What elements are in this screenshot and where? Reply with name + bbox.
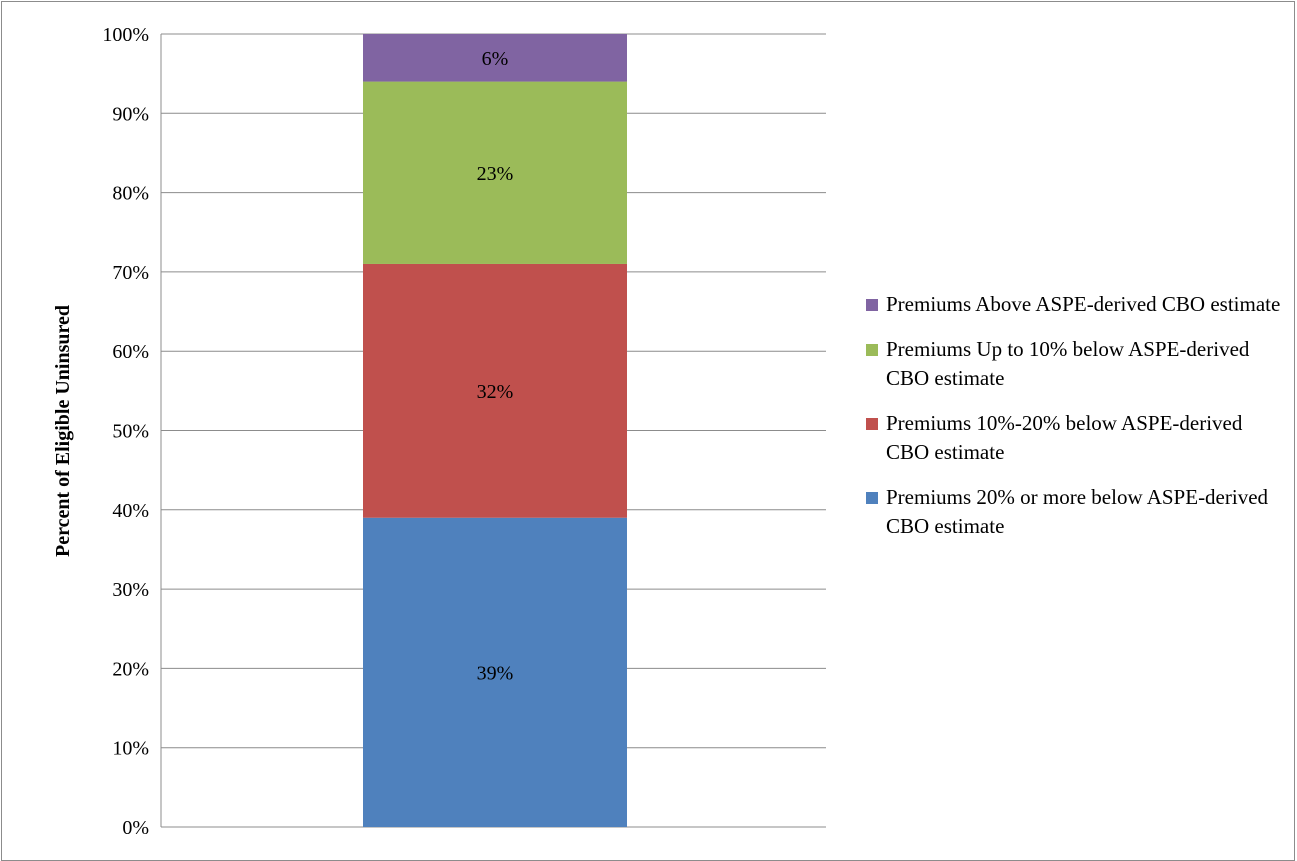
legend-swatch <box>866 299 878 311</box>
bar-segments <box>363 34 627 827</box>
legend-item: Premiums 20% or more below ASPE-derived … <box>866 483 1286 541</box>
bar-segment <box>363 517 627 827</box>
legend-label: Premiums 20% or more below ASPE-derived … <box>886 485 1269 538</box>
legend-swatch <box>866 492 878 504</box>
y-tick-label: 40% <box>112 500 149 522</box>
y-tick-label: 100% <box>102 24 149 46</box>
y-tick-labels: 0% 10% 20% 30% 40% 50% 60% 70% 80% 90% 100% <box>102 24 149 839</box>
legend-item: Premiums 10%-20% below ASPE-derived CBO … <box>866 409 1286 467</box>
y-tick-label: 90% <box>112 103 149 125</box>
y-axis-label: Percent of Eligible Uninsured <box>52 305 74 557</box>
y-tick-label: 80% <box>112 183 149 205</box>
data-label: 32% <box>477 381 514 403</box>
legend: Premiums Above ASPE-derived CBO estimate… <box>866 290 1286 557</box>
legend-label: Premiums 10%-20% below ASPE-derived CBO … <box>886 411 1243 464</box>
y-tick-label: 70% <box>112 262 149 284</box>
y-tick-label: 50% <box>112 421 149 443</box>
data-label: 6% <box>482 48 509 70</box>
gridlines <box>160 33 826 828</box>
data-label: 39% <box>477 662 514 684</box>
legend-swatch <box>866 418 878 430</box>
bar-segment <box>363 81 627 264</box>
legend-label: Premiums Above ASPE-derived CBO estimate <box>886 292 1281 316</box>
y-tick-label: 0% <box>122 817 149 839</box>
y-tick-label: 30% <box>112 579 149 601</box>
legend-swatch <box>866 344 878 356</box>
y-tick-label: 20% <box>112 658 149 680</box>
y-tick-label: 10% <box>112 738 149 760</box>
y-tick-label: 60% <box>112 341 149 363</box>
legend-item: Premiums Above ASPE-derived CBO estimate <box>866 290 1286 319</box>
bar-segment <box>363 263 627 518</box>
data-labels: 39% 32% 23% 6% <box>477 48 514 685</box>
legend-label: Premiums Up to 10% below ASPE-derived CB… <box>886 337 1250 390</box>
legend-item: Premiums Up to 10% below ASPE-derived CB… <box>866 335 1286 393</box>
data-label: 23% <box>477 163 514 185</box>
bar-segment <box>363 34 627 82</box>
